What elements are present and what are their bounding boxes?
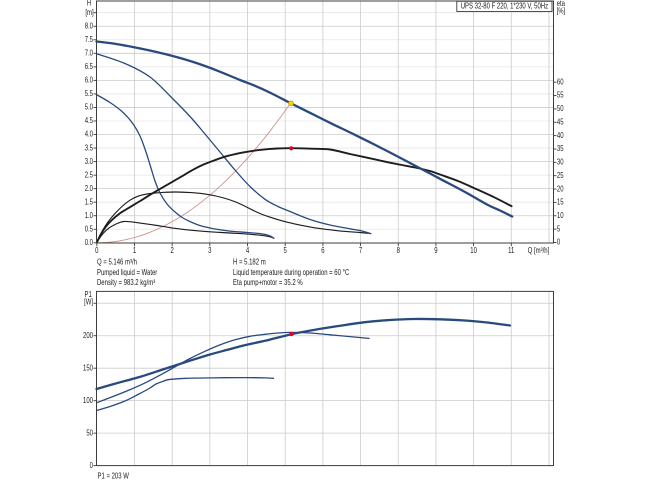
svg-text:0.5: 0.5 <box>85 223 93 233</box>
svg-text:6.0: 6.0 <box>85 75 93 85</box>
svg-text:P1 = 203 W: P1 = 203 W <box>98 470 129 480</box>
svg-text:4.0: 4.0 <box>85 129 93 139</box>
svg-text:H = 5.182 m: H = 5.182 m <box>233 256 266 266</box>
svg-text:0: 0 <box>90 460 93 470</box>
svg-text:2: 2 <box>171 245 174 255</box>
svg-text:10: 10 <box>557 210 564 220</box>
svg-text:7: 7 <box>359 245 362 255</box>
svg-text:Pumped liquid = Water: Pumped liquid = Water <box>97 267 158 277</box>
svg-text:20: 20 <box>557 183 564 193</box>
svg-text:Q [m³/h]: Q [m³/h] <box>528 245 550 255</box>
svg-text:2.0: 2.0 <box>85 183 93 193</box>
svg-text:4: 4 <box>246 245 249 255</box>
svg-text:3: 3 <box>208 245 211 255</box>
svg-text:6: 6 <box>321 245 324 255</box>
svg-text:eta: eta <box>557 0 566 8</box>
svg-text:100: 100 <box>83 395 93 405</box>
svg-text:50: 50 <box>557 103 564 113</box>
svg-text:1: 1 <box>133 245 136 255</box>
svg-text:5.0: 5.0 <box>85 102 93 112</box>
svg-text:200: 200 <box>83 330 93 340</box>
svg-text:[m]: [m] <box>85 7 93 17</box>
svg-text:2.5: 2.5 <box>85 169 93 179</box>
svg-text:Density = 983.2 kg/m³: Density = 983.2 kg/m³ <box>97 277 156 287</box>
svg-text:0.0: 0.0 <box>85 237 93 247</box>
svg-text:0: 0 <box>95 245 98 255</box>
svg-text:40: 40 <box>557 130 564 140</box>
svg-text:5: 5 <box>284 245 287 255</box>
svg-text:50: 50 <box>86 427 93 437</box>
svg-text:60: 60 <box>557 76 564 86</box>
svg-text:15: 15 <box>557 197 564 207</box>
svg-text:35: 35 <box>557 143 564 153</box>
svg-text:0: 0 <box>557 237 560 247</box>
svg-text:Eta pump+motor = 35.2 %: Eta pump+motor = 35.2 % <box>233 277 303 287</box>
svg-text:H: H <box>87 0 91 8</box>
svg-text:8.0: 8.0 <box>85 20 93 30</box>
svg-text:[%]: [%] <box>557 5 566 15</box>
svg-text:9: 9 <box>434 245 437 255</box>
svg-text:55: 55 <box>557 90 564 100</box>
svg-text:30: 30 <box>557 157 564 167</box>
svg-text:8: 8 <box>397 245 400 255</box>
svg-text:45: 45 <box>557 116 564 126</box>
svg-text:25: 25 <box>557 170 564 180</box>
svg-text:4.5: 4.5 <box>85 115 93 125</box>
svg-text:3.5: 3.5 <box>85 142 93 152</box>
svg-text:UPS 32-80 F 220, 1*230 V, 50Hz: UPS 32-80 F 220, 1*230 V, 50Hz <box>461 1 549 11</box>
svg-text:3.0: 3.0 <box>85 156 93 166</box>
svg-text:Q = 5.146 m³/h: Q = 5.146 m³/h <box>97 256 137 266</box>
svg-text:11: 11 <box>508 245 514 255</box>
svg-text:Liquid temperature during oper: Liquid temperature during operation = 60… <box>233 267 349 277</box>
svg-text:7.0: 7.0 <box>85 47 93 57</box>
svg-text:7.5: 7.5 <box>85 34 93 44</box>
svg-text:[W]: [W] <box>84 296 93 306</box>
svg-text:10: 10 <box>470 245 477 255</box>
svg-text:150: 150 <box>83 362 93 372</box>
svg-text:5: 5 <box>557 223 560 233</box>
svg-text:5.5: 5.5 <box>85 88 93 98</box>
svg-text:P1: P1 <box>85 289 92 299</box>
svg-text:1.0: 1.0 <box>85 210 93 220</box>
svg-text:1.5: 1.5 <box>85 196 93 206</box>
svg-text:6.5: 6.5 <box>85 61 93 71</box>
